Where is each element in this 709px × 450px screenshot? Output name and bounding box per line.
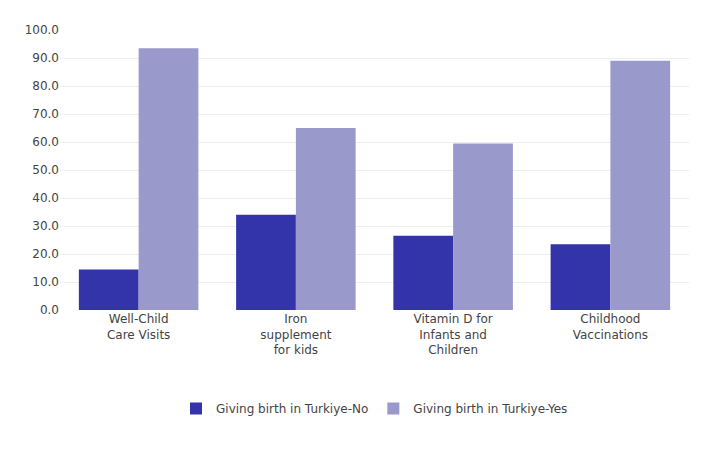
svg-text:0.0: 0.0 [40,303,59,317]
svg-text:20.0: 20.0 [32,247,59,261]
svg-text:Vitamin D forInfants andChildr: Vitamin D forInfants andChildren [413,312,492,357]
svg-text:Well-ChildCare Visits: Well-ChildCare Visits [107,312,170,342]
svg-text:90.0: 90.0 [32,51,59,65]
svg-text:10.0: 10.0 [32,275,59,289]
svg-text:30.0: 30.0 [32,219,59,233]
svg-text:40.0: 40.0 [32,191,59,205]
svg-text:80.0: 80.0 [32,79,59,93]
svg-text:Giving birth in Turkiye-No: Giving birth in Turkiye-No [216,402,368,416]
svg-text:50.0: 50.0 [32,163,59,177]
svg-text:ChildhoodVaccinations: ChildhoodVaccinations [573,312,648,342]
svg-text:Ironsupplementfor kids: Ironsupplementfor kids [260,312,331,357]
svg-text:60.0: 60.0 [32,135,59,149]
svg-text:Giving birth in Turkiye-Yes: Giving birth in Turkiye-Yes [413,402,567,416]
svg-text:100.0: 100.0 [25,23,59,37]
svg-text:70.0: 70.0 [32,107,59,121]
